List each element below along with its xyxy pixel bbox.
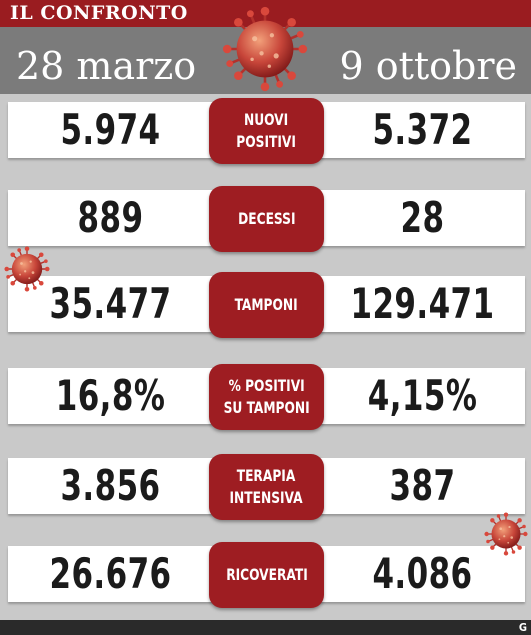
row-terapia-intensiva: 3.856 387 TERAPIA INTENSIVA [0,452,531,520]
metric-label-box: TERAPIA INTENSIVA [209,454,324,520]
page-title: IL CONFRONTO [10,2,188,24]
value-right: 5.372 [372,105,473,154]
value-right: 387 [389,461,456,510]
metric-label: TERAPIA INTENSIVA [229,466,304,507]
value-left: 5.974 [60,105,161,154]
value-panel-left: 35.477 [8,276,213,332]
value-panel-right: 28 [320,190,525,246]
coronavirus-icon [484,512,528,556]
value-left: 26.676 [49,549,172,598]
value-left: 3.856 [60,461,161,510]
metric-label-box: DECESSI [209,186,324,252]
metric-label: TAMPONI [234,295,299,314]
value-panel-left: 5.974 [8,102,213,158]
value-panel-right: 387 [320,458,525,514]
value-panel-right: 129.471 [320,276,525,332]
row-percentuale-positivi: 16,8% 4,15% % POSITIVI SU TAMPONI [0,362,531,430]
value-panel-right: 4.086 [320,546,525,602]
value-panel-right: 5.372 [320,102,525,158]
metric-label-box: TAMPONI [209,272,324,338]
footer-mark: G [518,621,527,634]
row-decessi: 889 28 DECESSI [0,184,531,252]
value-right: 4.086 [372,549,473,598]
metric-label: DECESSI [237,209,296,228]
metric-label-box: RICOVERATI [209,542,324,608]
metric-label: NUOVI POSITIVI [236,110,297,151]
value-panel-left: 26.676 [8,546,213,602]
metric-label-box: % POSITIVI SU TAMPONI [209,364,324,430]
metric-label: % POSITIVI SU TAMPONI [223,376,310,417]
row-tamponi: 35.477 129.471 TAMPONI [0,270,531,338]
date-right: 9 ottobre [339,44,517,88]
footer-bar: G [0,620,531,635]
metric-label: RICOVERATI [225,565,308,584]
coronavirus-icon [4,246,50,292]
value-left: 35.477 [49,279,172,328]
value-panel-left: 889 [8,190,213,246]
value-left: 889 [77,193,144,242]
date-left: 28 marzo [16,44,197,88]
value-right: 28 [400,193,445,242]
value-panel-right: 4,15% [320,368,525,424]
coronavirus-icon [222,6,308,92]
value-panel-left: 3.856 [8,458,213,514]
metric-label-box: NUOVI POSITIVI [209,98,324,164]
value-left: 16,8% [55,371,166,420]
row-nuovi-positivi: 5.974 5.372 NUOVI POSITIVI [0,96,531,164]
row-ricoverati: 26.676 4.086 RICOVERATI [0,540,531,608]
value-right: 4,15% [367,371,478,420]
value-right: 129.471 [350,279,495,328]
value-panel-left: 16,8% [8,368,213,424]
